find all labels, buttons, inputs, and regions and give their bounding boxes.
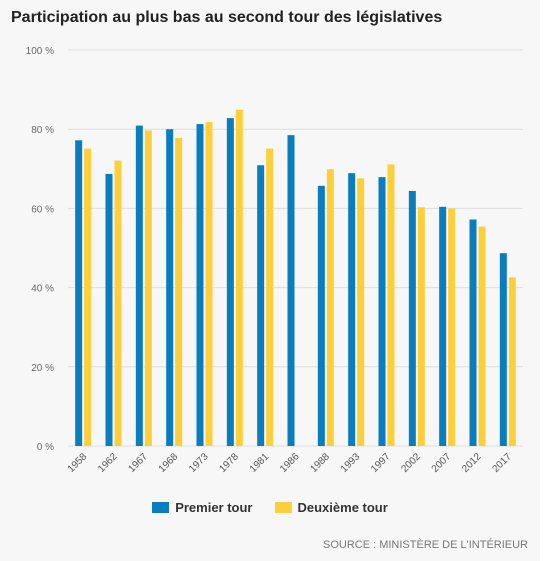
bar-premier-tour <box>378 177 386 446</box>
bar-deuxieme-tour <box>387 164 395 446</box>
bar-deuxieme-tour <box>205 122 213 447</box>
bar-premier-tour <box>408 190 416 446</box>
x-tick-label: 1986 <box>278 451 302 475</box>
bar-deuxieme-tour <box>235 109 243 447</box>
source-note: SOURCE : MINISTÈRE DE L'INTÉRIEUR <box>322 539 528 551</box>
bar-premier-tour <box>317 185 325 446</box>
legend-swatch-premier-tour <box>152 502 170 513</box>
bar-premier-tour <box>226 118 234 446</box>
bar-premier-tour <box>287 135 295 446</box>
legend-label-deuxieme-tour: Deuxième tour <box>297 500 388 515</box>
x-tick-label: 1993 <box>339 451 363 475</box>
bar-deuxieme-tour <box>266 148 274 446</box>
bar-premier-tour <box>105 173 113 446</box>
bar-deuxieme-tour <box>144 130 152 446</box>
x-tick-label: 2017 <box>490 451 514 475</box>
legend-item-deuxieme-tour: Deuxième tour <box>274 500 388 515</box>
x-tick-label: 1973 <box>187 451 211 475</box>
chart-title: Participation au plus bas au second tour… <box>11 9 443 26</box>
y-tick-label: 40 % <box>31 284 54 295</box>
bar-deuxieme-tour <box>84 148 92 446</box>
x-tick-label: 1958 <box>66 451 90 475</box>
bar-premier-tour <box>196 124 204 446</box>
legend-item-premier-tour: Premier tour <box>152 500 253 515</box>
legend: Premier tour Deuxième tour <box>0 500 540 515</box>
bar-premier-tour <box>348 173 356 446</box>
bar-premier-tour <box>499 253 507 446</box>
bar-chart: 0 % 20 % 40 % 60 % 80 % 100 % 1958 1962 1967 1968… <box>26 46 523 475</box>
x-tick-label: 1981 <box>248 451 272 475</box>
bar-premier-tour <box>135 125 143 447</box>
bar-premier-tour <box>257 165 265 446</box>
y-tick-label: 80 % <box>31 125 54 136</box>
bar-deuxieme-tour <box>448 208 456 446</box>
legend-swatch-deuxieme-tour <box>274 502 292 513</box>
bar-deuxieme-tour <box>175 137 183 447</box>
x-tick-label: 2007 <box>430 451 454 475</box>
bar-premier-tour <box>439 206 447 446</box>
bar-deuxieme-tour <box>357 178 365 446</box>
x-tick-label: 1967 <box>126 451 150 475</box>
y-tick-label: 20 % <box>31 363 54 374</box>
x-tick-label: 1997 <box>369 451 393 475</box>
bar-deuxieme-tour <box>478 226 486 446</box>
x-tick-label: 2012 <box>460 451 484 475</box>
bar-deuxieme-tour <box>417 207 425 446</box>
y-tick-label: 60 % <box>31 204 54 215</box>
y-tick-label: 0 % <box>37 442 54 453</box>
y-tick-label: 100 % <box>26 46 54 57</box>
bar-deuxieme-tour <box>114 160 122 446</box>
x-tick-label: 1988 <box>308 451 332 475</box>
x-tick-label: 1962 <box>96 451 120 475</box>
x-tick-label: 1978 <box>217 451 241 475</box>
legend-label-premier-tour: Premier tour <box>175 500 253 515</box>
bar-premier-tour <box>469 219 477 446</box>
bar-premier-tour <box>75 140 83 446</box>
x-tick-label: 1968 <box>157 451 181 475</box>
bar-deuxieme-tour <box>508 277 516 446</box>
bar-premier-tour <box>166 129 174 446</box>
x-tick-label: 2002 <box>399 451 423 475</box>
bar-deuxieme-tour <box>326 169 334 447</box>
